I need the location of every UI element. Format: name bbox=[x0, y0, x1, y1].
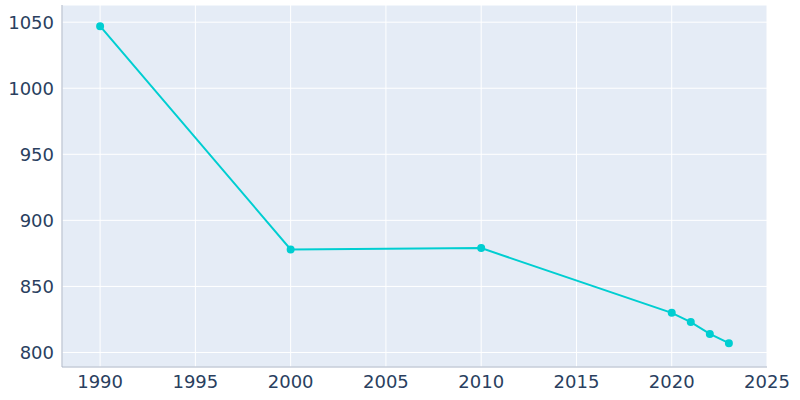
svg-text:2010: 2010 bbox=[458, 371, 504, 392]
svg-text:1050: 1050 bbox=[8, 12, 54, 33]
svg-text:2020: 2020 bbox=[649, 371, 695, 392]
svg-text:1990: 1990 bbox=[77, 371, 123, 392]
svg-text:900: 900 bbox=[20, 210, 54, 231]
svg-text:2000: 2000 bbox=[268, 371, 314, 392]
svg-text:850: 850 bbox=[20, 276, 54, 297]
svg-text:2025: 2025 bbox=[744, 371, 790, 392]
svg-text:950: 950 bbox=[20, 144, 54, 165]
svg-text:1000: 1000 bbox=[8, 78, 54, 99]
svg-text:2005: 2005 bbox=[363, 371, 409, 392]
svg-text:1995: 1995 bbox=[172, 371, 218, 392]
svg-text:2015: 2015 bbox=[554, 371, 600, 392]
svg-text:800: 800 bbox=[20, 342, 54, 363]
